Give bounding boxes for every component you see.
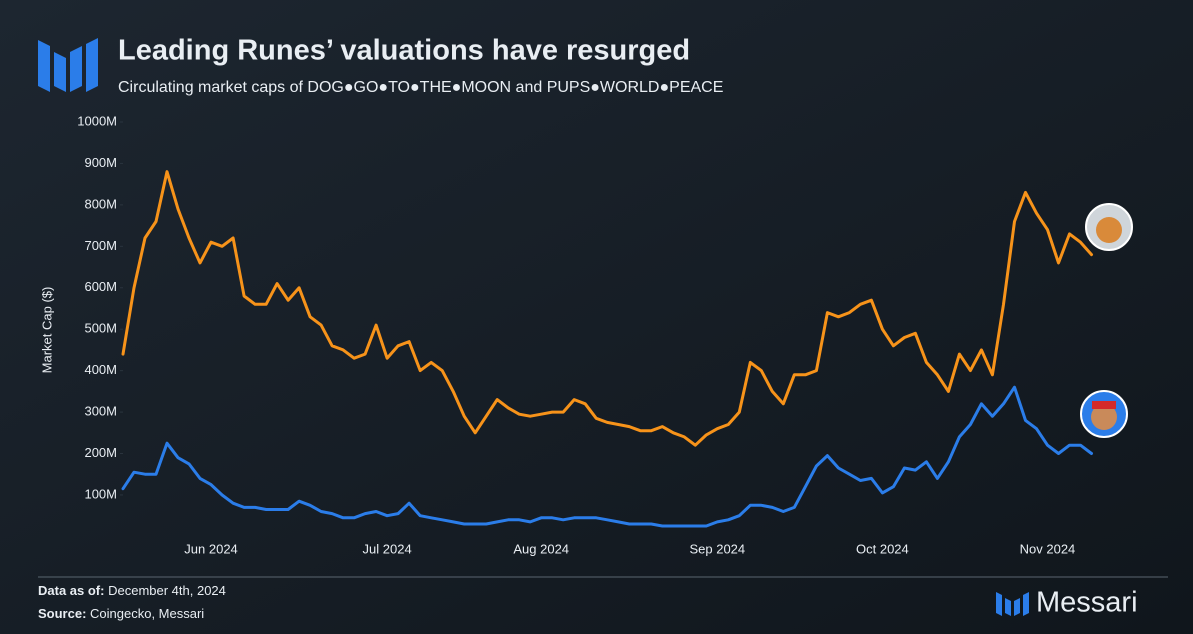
y-tick-label: 600M (84, 279, 117, 294)
y-tick-label: 100M (84, 486, 117, 501)
x-tick-label: Jul 2024 (363, 541, 412, 556)
brand-logo (996, 592, 1029, 616)
x-tick-label: Sep 2024 (689, 541, 745, 556)
y-tick-label: 500M (84, 321, 117, 336)
y-tick-label: 300M (84, 404, 117, 419)
avatar-pups (1080, 390, 1128, 438)
footer-source-value: Coingecko, Messari (90, 606, 204, 621)
series-line (121, 385, 1093, 528)
y-tick-label: 1000M (77, 113, 117, 128)
x-tick-label: Oct 2024 (856, 541, 909, 556)
footer-source-label: Source: (38, 606, 86, 621)
y-tick-label: 200M (84, 445, 117, 460)
y-tick-label: 900M (84, 155, 117, 170)
y-tick-label: 400M (84, 362, 117, 377)
x-tick-label: Jun 2024 (184, 541, 238, 556)
footer-date-label: Data as of: (38, 583, 104, 598)
footer-date: Data as of: December 4th, 2024 (38, 583, 226, 598)
chart-subtitle: Circulating market caps of DOG●GO●TO●THE… (118, 79, 723, 96)
y-tick-label: 700M (84, 238, 117, 253)
x-tick-label: Aug 2024 (513, 541, 569, 556)
x-tick-label: Nov 2024 (1020, 541, 1076, 556)
y-axis-label: Market Cap ($) (39, 287, 54, 374)
logo (38, 38, 98, 92)
series-line (121, 170, 1093, 447)
footer-date-value: December 4th, 2024 (108, 583, 226, 598)
y-tick-label: 800M (84, 196, 117, 211)
footer-source: Source: Coingecko, Messari (38, 606, 204, 621)
avatar-dog (1085, 203, 1133, 251)
brand-name: Messari (1036, 587, 1138, 619)
chart-title: Leading Runes’ valuations have resurged (118, 35, 690, 67)
